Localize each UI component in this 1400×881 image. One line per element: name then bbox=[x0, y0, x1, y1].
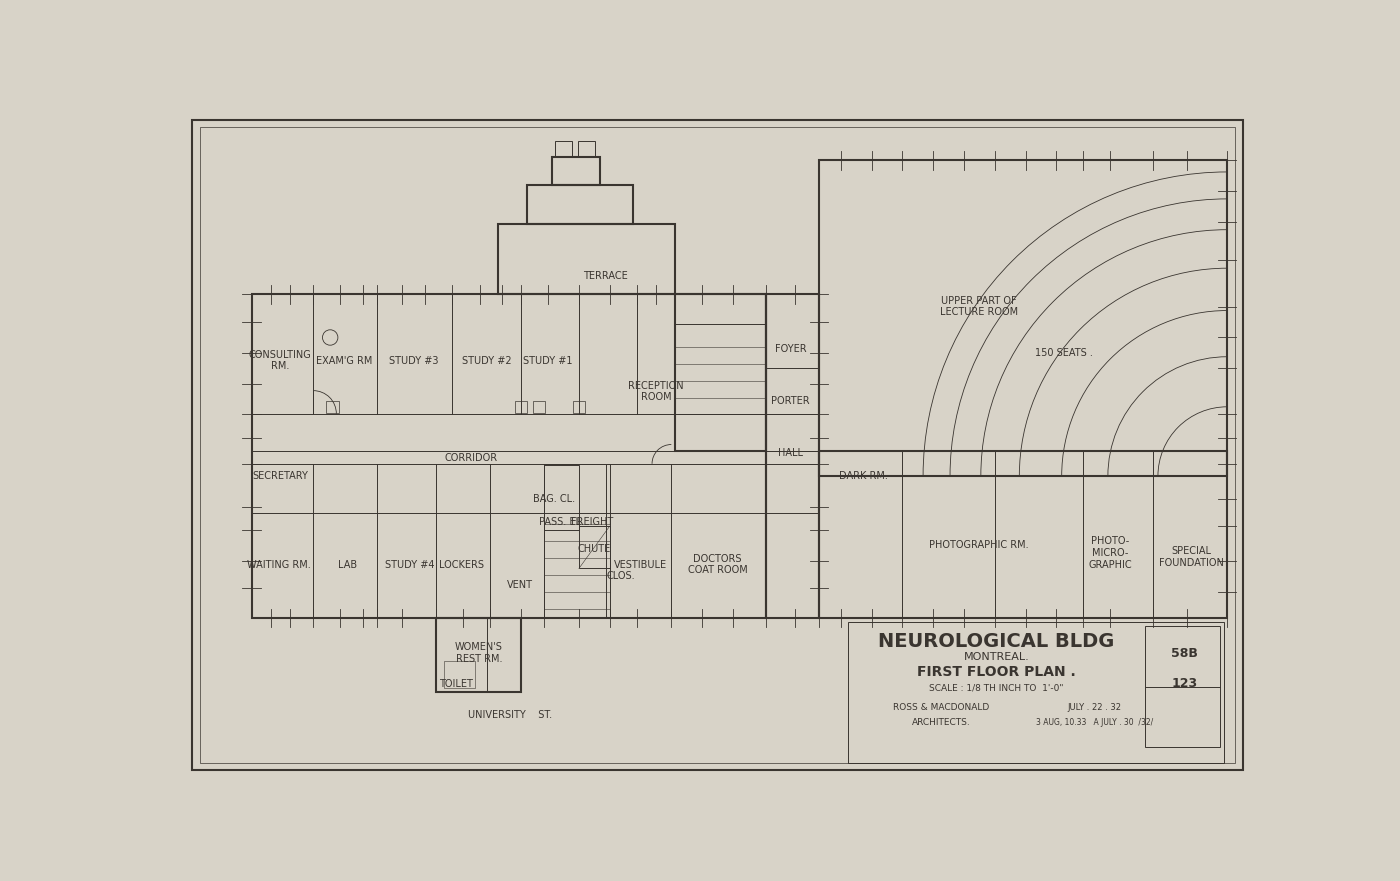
Bar bbox=[819, 160, 1228, 476]
Text: BAG. CL.: BAG. CL. bbox=[533, 494, 575, 504]
Text: TOILET: TOILET bbox=[438, 679, 473, 689]
Bar bbox=[545, 463, 610, 618]
Bar bbox=[675, 323, 766, 414]
Text: WAITING RM.: WAITING RM. bbox=[246, 559, 311, 570]
Text: VESTIBULE: VESTIBULE bbox=[615, 559, 666, 570]
Text: STUDY #3: STUDY #3 bbox=[389, 356, 438, 366]
Text: ARCHITECTS.: ARCHITECTS. bbox=[911, 718, 970, 727]
Bar bbox=[444, 661, 475, 688]
Text: PORTER: PORTER bbox=[771, 396, 811, 405]
Text: FOYER: FOYER bbox=[774, 344, 806, 354]
Text: LAB: LAB bbox=[339, 559, 357, 570]
Text: HALL: HALL bbox=[778, 448, 804, 458]
Text: PHOTOGRAPHIC RM.: PHOTOGRAPHIC RM. bbox=[930, 540, 1029, 551]
Text: DARK RM.: DARK RM. bbox=[840, 471, 888, 481]
Text: VENT: VENT bbox=[507, 581, 532, 590]
Text: UPPER PART OF
LECTURE ROOM: UPPER PART OF LECTURE ROOM bbox=[941, 296, 1018, 317]
Text: SECRETARY: SECRETARY bbox=[252, 471, 308, 481]
Bar bbox=[532, 401, 545, 413]
Bar bbox=[554, 141, 573, 157]
Text: SCALE : 1/8 TH INCH TO  1'-0": SCALE : 1/8 TH INCH TO 1'-0" bbox=[930, 684, 1064, 692]
Text: CONSULTING
RM.: CONSULTING RM. bbox=[249, 350, 312, 372]
Bar bbox=[437, 618, 521, 692]
Bar bbox=[437, 618, 487, 692]
Bar bbox=[675, 294, 766, 451]
Text: LOCKERS: LOCKERS bbox=[440, 559, 484, 570]
Text: 3 AUG, 10.33   A JULY . 30  /32/: 3 AUG, 10.33 A JULY . 30 /32/ bbox=[1036, 718, 1154, 727]
Text: CLOS.: CLOS. bbox=[608, 571, 636, 581]
Text: ROSS & MACDONALD: ROSS & MACDONALD bbox=[893, 702, 988, 712]
Text: SPECIAL
FOUNDATION: SPECIAL FOUNDATION bbox=[1159, 546, 1224, 567]
Bar bbox=[819, 451, 1228, 618]
Bar bbox=[528, 185, 633, 224]
Text: STUDY #1: STUDY #1 bbox=[524, 356, 573, 366]
Text: FIRST FLOOR PLAN .: FIRST FLOOR PLAN . bbox=[917, 665, 1077, 679]
Text: CORRIDOR: CORRIDOR bbox=[445, 454, 497, 463]
Text: JULY . 22 . 32: JULY . 22 . 32 bbox=[1068, 702, 1121, 712]
Bar bbox=[515, 401, 528, 413]
Text: PASS. EL.: PASS. EL. bbox=[539, 517, 584, 528]
Text: PHOTO-
MICRO-
GRAPHIC: PHOTO- MICRO- GRAPHIC bbox=[1088, 537, 1133, 570]
Text: 123: 123 bbox=[1172, 677, 1197, 691]
Text: DOCTORS
COAT ROOM: DOCTORS COAT ROOM bbox=[687, 554, 748, 575]
Bar bbox=[848, 622, 1224, 763]
Bar bbox=[552, 157, 601, 185]
Text: FREIGHT: FREIGHT bbox=[571, 517, 613, 528]
Text: MONTREAL.: MONTREAL. bbox=[963, 652, 1029, 662]
Bar bbox=[545, 464, 580, 530]
Text: 58B: 58B bbox=[1170, 647, 1198, 660]
Text: TERRACE: TERRACE bbox=[584, 270, 629, 281]
Bar bbox=[1145, 626, 1221, 747]
Bar bbox=[766, 294, 819, 618]
Text: UNIVERSITY    ST.: UNIVERSITY ST. bbox=[468, 710, 552, 720]
Text: EXAM'G RM: EXAM'G RM bbox=[316, 356, 372, 366]
Bar bbox=[498, 224, 675, 294]
Text: NEUROLOGICAL BLDG: NEUROLOGICAL BLDG bbox=[878, 633, 1114, 651]
Bar bbox=[580, 526, 610, 568]
Text: STUDY #4: STUDY #4 bbox=[385, 559, 434, 570]
Bar bbox=[578, 141, 595, 157]
Text: CHUTE: CHUTE bbox=[578, 544, 610, 554]
Text: 150 SEATS .: 150 SEATS . bbox=[1035, 348, 1093, 358]
Text: WOMEN'S
REST RM.: WOMEN'S REST RM. bbox=[455, 642, 503, 664]
Bar bbox=[573, 401, 585, 413]
Text: STUDY #2: STUDY #2 bbox=[462, 356, 511, 366]
Text: RECEPTION
ROOM: RECEPTION ROOM bbox=[629, 381, 683, 403]
Bar bbox=[252, 294, 766, 618]
Bar bbox=[326, 401, 339, 413]
